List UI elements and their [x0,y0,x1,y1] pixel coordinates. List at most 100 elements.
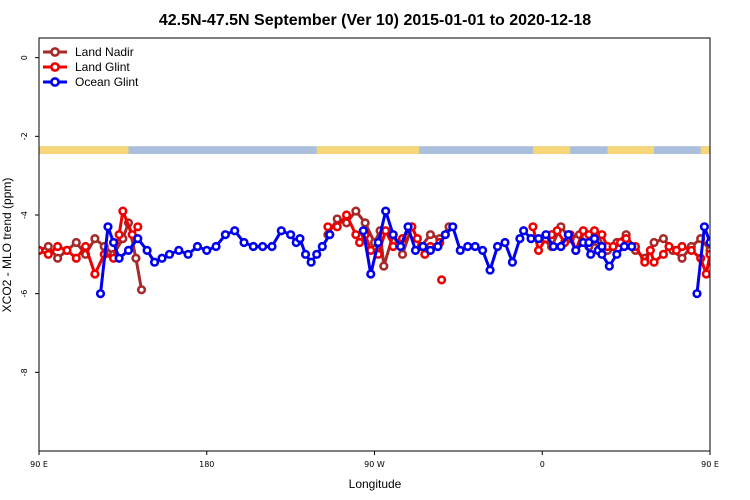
legend-item: Land Nadir [43,45,134,59]
data-point [202,245,212,255]
data-point [608,241,618,252]
data-point [351,206,361,216]
data-point [192,241,203,252]
data-point [649,257,659,267]
x-tick-label: 180 [199,460,214,469]
x-axis: 90 E 180 90 W 0 90 E [30,451,719,469]
data-point [735,286,742,293]
data-point [533,234,544,244]
data-point [360,218,370,228]
land-strip-segment [532,146,571,155]
data-point [677,241,687,252]
data-point [381,226,391,236]
data-point [286,230,296,240]
data-point [267,241,277,252]
data-point [131,253,141,263]
data-point [276,226,286,236]
data-point [597,249,607,259]
data-point [71,237,81,248]
land-strip-segment [700,146,710,155]
y-axis: 0 -2 -4 -6 -8 [20,55,39,376]
data-point [248,241,258,252]
data-point [541,230,551,240]
data-point [62,245,72,255]
data-point [485,265,495,275]
data-point [722,220,729,227]
data-point [463,241,473,252]
data-point [425,245,436,255]
data-point [425,230,436,240]
data-point [677,253,687,263]
data-point [563,230,573,240]
data-point [332,222,342,232]
data-point [612,249,622,259]
data-point [295,234,305,244]
x-tick-label: 90 E [30,460,48,469]
data-point [108,237,119,248]
data-point [71,253,81,263]
legend-swatch-marker [50,62,60,72]
legend-label: Ocean Glint [75,75,139,89]
data-point [658,249,669,259]
x-tick-label: 90 W [364,460,385,469]
data-point [448,222,458,232]
y-tick-label: -6 [20,290,29,298]
data-point [699,222,710,232]
data-point [230,226,240,236]
data-point [354,237,365,248]
data-point [395,241,406,252]
data-point [317,241,327,252]
data-point [388,241,398,252]
data-point [722,247,729,254]
data-point [433,241,443,252]
data-point [519,226,529,236]
land-ocean-strip [39,146,710,155]
data-point [418,241,428,252]
series-ocean-glint [95,206,747,299]
data-point [351,230,361,240]
data-point [388,230,398,240]
y-tick-label: -8 [20,368,29,376]
data-point [586,249,596,259]
data-point [397,249,408,259]
data-point [43,241,53,252]
series-line [695,225,710,294]
land-strip-segment [39,146,129,155]
legend-item: Ocean Glint [43,75,139,89]
data-point [705,249,710,259]
data-point [90,269,100,279]
data-point [716,235,723,242]
data-point [729,224,736,231]
data-point [312,249,322,259]
data-point [164,249,175,259]
data-point [90,234,100,244]
data-point [114,230,124,240]
data-point [589,226,600,236]
data-point [95,289,106,299]
data-point [619,241,629,252]
data-point [239,237,249,248]
y-tick-label: -4 [20,211,29,219]
data-point [300,249,311,259]
land-strip-segment [316,146,420,155]
x-axis-label: Longitude [349,477,402,491]
data-point [621,234,631,244]
data-point [731,235,738,242]
data-point [729,255,736,262]
x-tick-label: 90 E [701,460,719,469]
data-point [720,208,727,215]
data-point [716,235,723,242]
data-point [500,237,510,248]
y-tick-label: -2 [20,132,29,140]
chart-title: 42.5N-47.5N September (Ver 10) 2015-01-0… [159,12,591,29]
data-point [53,241,63,252]
data-point [103,222,113,232]
data-point [740,247,747,254]
data-point [149,257,160,267]
data-point [712,255,719,262]
data-point [114,253,124,263]
data-point [133,234,143,244]
data-point [548,241,559,252]
data-point [220,230,230,240]
data-point [556,241,566,252]
